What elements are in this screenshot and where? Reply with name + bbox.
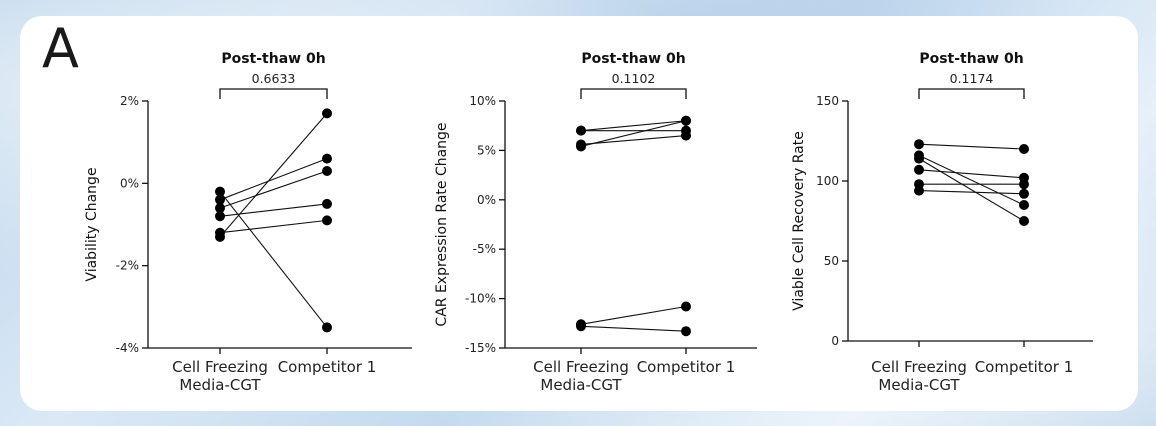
data-point-competitor-1 (1019, 200, 1029, 210)
x-tick-label: Cell Freezing Media-CGT (172, 358, 268, 394)
pair-line (918, 143, 1025, 150)
significance-bracket (580, 88, 687, 99)
data-point-cell-freezing-media (576, 321, 586, 332)
pair-line (580, 325, 687, 332)
y-tick-label: 0% (477, 193, 496, 207)
pair-line (219, 112, 328, 238)
data-point-cell-freezing-media (215, 231, 225, 242)
chart-title: Post-thaw 0h (919, 51, 1023, 67)
x-tick-label: Competitor 1 (975, 358, 1074, 376)
pair-line (918, 169, 1025, 179)
y-tick-label: -2% (116, 259, 139, 273)
figure-panel (20, 16, 1138, 411)
data-point-cell-freezing-media (215, 211, 225, 222)
data-point-competitor-1 (322, 215, 332, 226)
y-tick-label: 10% (469, 94, 496, 108)
data-point-cell-freezing-media (914, 185, 924, 196)
data-point-competitor-1 (322, 108, 332, 119)
data-point-competitor-1 (1019, 188, 1029, 199)
pair-line (580, 120, 687, 132)
data-point-competitor-1 (322, 165, 332, 176)
data-point-competitor-1 (1019, 216, 1029, 226)
data-point-competitor-1 (1019, 179, 1029, 190)
y-axis-label: Viable Cell Recovery Rate (791, 131, 807, 311)
y-tick-label: -4% (116, 341, 139, 355)
x-tick-label: Cell Freezing Media-CGT (533, 358, 629, 394)
p-value-label: 0.1174 (950, 71, 994, 86)
data-point-cell-freezing-media (914, 164, 924, 175)
pair-line (219, 170, 328, 209)
pair-line (580, 135, 687, 146)
y-tick-label: 0% (120, 176, 139, 190)
y-axis-label: CAR Expression Rate Change (434, 122, 450, 326)
data-point-competitor-1 (681, 130, 691, 141)
y-tick-label: -10% (465, 292, 496, 306)
data-point-cell-freezing-media (215, 194, 225, 205)
data-point-competitor-1 (322, 198, 332, 209)
data-point-cell-freezing-media (215, 203, 225, 214)
significance-bracket (918, 88, 1025, 99)
data-point-competitor-1 (322, 153, 332, 164)
pair-line (580, 120, 687, 147)
pair-line (918, 158, 1025, 222)
data-point-cell-freezing-media (576, 125, 586, 136)
panel-label: A (42, 17, 79, 80)
data-point-cell-freezing-media (914, 153, 924, 164)
chart-title: Post-thaw 0h (221, 51, 325, 67)
data-point-competitor-1 (681, 326, 691, 337)
pair-line (580, 305, 687, 325)
y-tick-label: -15% (465, 341, 496, 355)
data-point-competitor-1 (681, 301, 691, 312)
significance-bracket (219, 88, 328, 99)
y-tick-label: 0 (831, 334, 839, 348)
p-value-label: 0.6633 (252, 71, 296, 86)
y-tick-label: 5% (477, 143, 496, 157)
data-point-cell-freezing-media (576, 141, 586, 152)
pair-line (219, 219, 328, 234)
x-tick-label: Competitor 1 (278, 358, 377, 376)
pair-line (918, 154, 1025, 206)
y-tick-label: 150 (816, 94, 839, 108)
data-point-cell-freezing-media (914, 139, 924, 150)
x-tick-label: Competitor 1 (637, 358, 736, 376)
data-point-competitor-1 (322, 322, 332, 333)
y-tick-label: 100 (816, 174, 839, 188)
data-point-competitor-1 (1019, 144, 1029, 154)
x-tick-label: Cell Freezing Media-CGT (871, 358, 967, 394)
chart-title: Post-thaw 0h (581, 51, 685, 67)
y-tick-label: 2% (120, 94, 139, 108)
y-tick-label: -5% (473, 242, 496, 256)
p-value-label: 0.1102 (612, 71, 656, 86)
y-axis-label: Viability Change (84, 167, 100, 281)
pair-line (918, 190, 1025, 195)
pair-line (219, 158, 328, 201)
y-tick-label: 50 (824, 254, 839, 268)
data-point-competitor-1 (681, 115, 691, 126)
data-point-cell-freezing-media (215, 186, 225, 197)
pair-line (219, 203, 328, 217)
